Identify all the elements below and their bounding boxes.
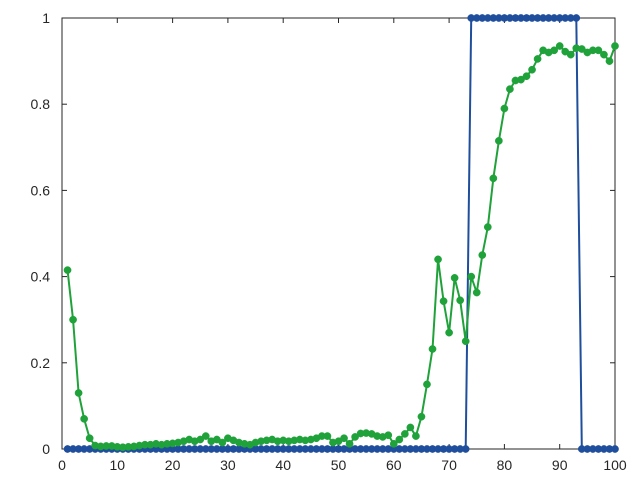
data-point-green bbox=[201, 432, 210, 440]
data-point-green bbox=[555, 42, 564, 50]
data-point-green bbox=[395, 435, 404, 444]
data-point-green bbox=[445, 328, 453, 337]
data-point-green bbox=[611, 42, 619, 50]
x-tick-label: 0 bbox=[58, 457, 66, 473]
series-green bbox=[63, 42, 619, 452]
x-tick-label: 80 bbox=[497, 457, 513, 473]
data-point-green bbox=[384, 431, 393, 440]
data-point-green bbox=[533, 55, 542, 63]
data-point-green bbox=[472, 288, 481, 297]
series-blue bbox=[63, 14, 619, 453]
data-point-green bbox=[218, 438, 227, 447]
data-point-green bbox=[456, 296, 465, 305]
data-point-green bbox=[517, 75, 525, 84]
axes-frame-layer bbox=[61, 17, 616, 450]
x-tick-label: 100 bbox=[603, 457, 627, 473]
data-point-green bbox=[74, 389, 83, 397]
ticks-layer: 0 10 20 30 40 50 60 70 80 90 100 0 0.2 0.4 0.6 0.8 1 bbox=[31, 10, 627, 473]
data-point-blue bbox=[572, 14, 581, 22]
data-point-green bbox=[80, 414, 88, 423]
data-point-green bbox=[450, 274, 459, 282]
x-tick-label: 10 bbox=[110, 457, 126, 473]
x-tick-label: 70 bbox=[441, 457, 457, 473]
data-point-green bbox=[412, 432, 420, 440]
series-layer bbox=[63, 14, 619, 453]
x-tick-label: 60 bbox=[386, 457, 402, 473]
data-point-green bbox=[417, 412, 426, 421]
data-point-green bbox=[506, 85, 514, 93]
data-point-green bbox=[406, 423, 415, 432]
series-line-green bbox=[66, 45, 616, 449]
data-point-green bbox=[566, 50, 575, 59]
data-point-green bbox=[389, 439, 398, 448]
data-point-green bbox=[69, 315, 77, 324]
data-point-green bbox=[439, 297, 448, 306]
x-tick-label: 20 bbox=[165, 457, 181, 473]
data-point-green bbox=[85, 434, 94, 443]
data-point-green bbox=[500, 104, 509, 113]
data-point-green bbox=[63, 266, 72, 274]
data-point-green bbox=[522, 72, 531, 81]
y-tick-label: 0.6 bbox=[31, 182, 51, 198]
data-point-green bbox=[461, 337, 470, 346]
data-point-green bbox=[196, 435, 205, 444]
data-point-green bbox=[423, 380, 431, 389]
x-tick-label: 90 bbox=[552, 457, 568, 473]
data-point-green bbox=[428, 345, 437, 353]
y-tick-label: 0.4 bbox=[31, 269, 51, 285]
x-tick-label: 30 bbox=[220, 457, 236, 473]
data-point-green bbox=[483, 223, 492, 231]
data-point-green bbox=[467, 272, 476, 281]
data-point-green bbox=[478, 251, 487, 259]
data-point-green bbox=[434, 255, 442, 264]
data-point-green bbox=[495, 136, 503, 145]
data-point-blue bbox=[461, 445, 470, 453]
data-point-green bbox=[489, 174, 498, 183]
data-point-green bbox=[577, 45, 586, 53]
y-tick-label: 0.8 bbox=[31, 96, 51, 112]
data-point-green bbox=[605, 57, 614, 65]
data-point-green bbox=[340, 434, 348, 443]
y-tick-label: 0 bbox=[42, 441, 50, 457]
data-point-green bbox=[401, 430, 409, 438]
series-line-blue bbox=[67, 17, 615, 450]
plot-area-frame bbox=[61, 17, 616, 450]
data-point-green bbox=[528, 65, 536, 74]
data-point-green bbox=[550, 46, 559, 55]
data-point-green bbox=[351, 433, 359, 441]
x-tick-label: 50 bbox=[331, 457, 347, 473]
data-point-green bbox=[594, 46, 603, 55]
data-point-green bbox=[323, 432, 332, 440]
y-tick-label: 1 bbox=[42, 10, 50, 26]
x-tick-label: 40 bbox=[275, 457, 291, 473]
data-point-blue bbox=[611, 445, 619, 453]
data-point-green bbox=[345, 439, 354, 448]
y-tick-label: 0.2 bbox=[31, 355, 51, 371]
data-point-green bbox=[600, 50, 608, 59]
